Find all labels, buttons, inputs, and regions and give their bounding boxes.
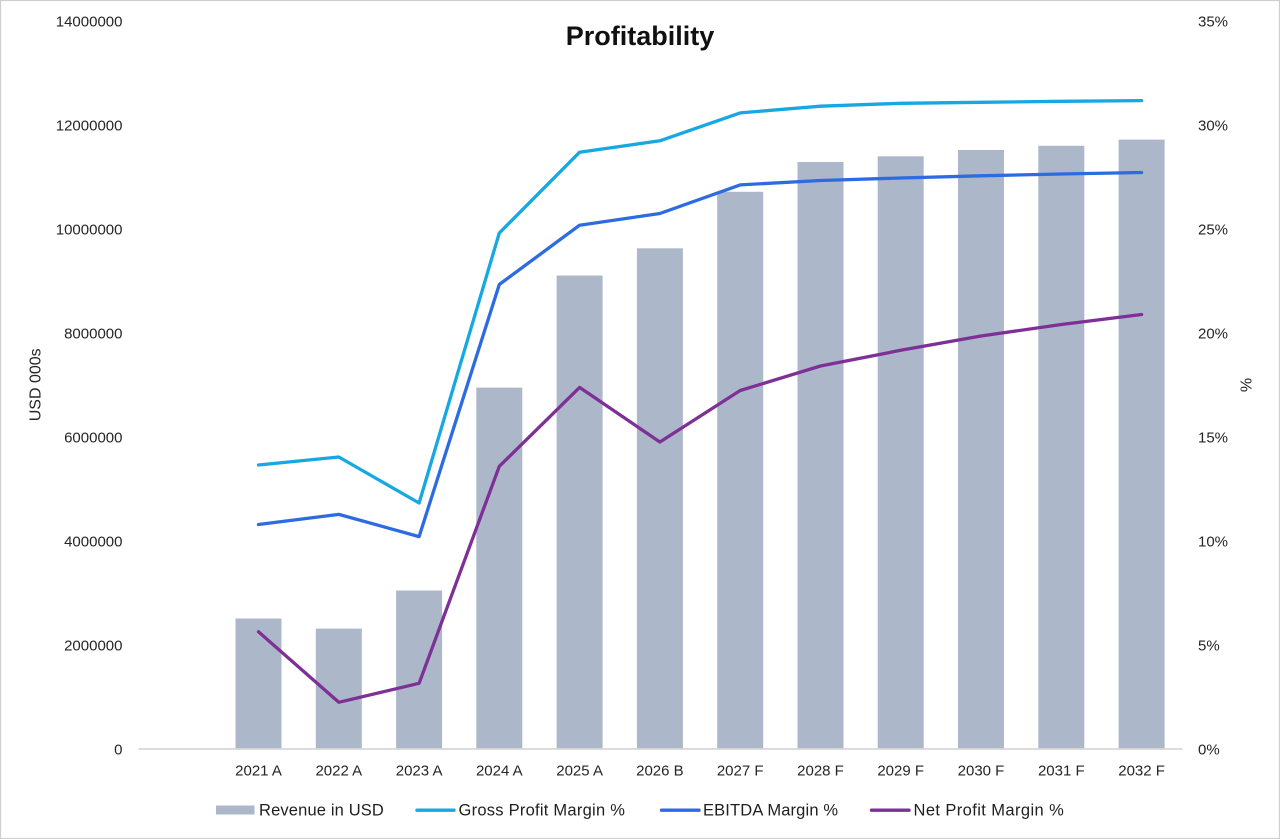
svg-text:2025 A: 2025 A [556, 763, 603, 780]
svg-text:2028 F: 2028 F [797, 763, 844, 780]
svg-text:35%: 35% [1198, 14, 1228, 31]
svg-text:30%: 30% [1198, 118, 1228, 135]
svg-text:2030 F: 2030 F [958, 763, 1005, 780]
svg-text:4000000: 4000000 [64, 534, 122, 551]
svg-text:%: % [1239, 378, 1256, 392]
svg-text:15%: 15% [1198, 430, 1228, 447]
svg-text:20%: 20% [1198, 326, 1228, 343]
svg-text:10%: 10% [1198, 534, 1228, 551]
svg-text:2024 A: 2024 A [476, 763, 523, 780]
svg-text:10000000: 10000000 [56, 222, 123, 239]
svg-text:2023 A: 2023 A [396, 763, 443, 780]
svg-text:12000000: 12000000 [56, 118, 123, 135]
svg-text:8000000: 8000000 [64, 326, 122, 343]
svg-text:0%: 0% [1198, 742, 1220, 759]
svg-text:Gross Profit Margin %: Gross Profit Margin % [459, 802, 626, 820]
svg-text:Net Profit Margin %: Net Profit Margin % [914, 802, 1065, 820]
svg-text:2027 F: 2027 F [717, 763, 764, 780]
svg-text:EBITDA Margin %: EBITDA Margin % [703, 802, 838, 820]
svg-text:2026 B: 2026 B [636, 763, 684, 780]
svg-text:Revenue in USD: Revenue in USD [259, 802, 384, 820]
svg-text:2032 F: 2032 F [1118, 763, 1165, 780]
svg-text:2029 F: 2029 F [877, 763, 924, 780]
svg-text:Profitability: Profitability [566, 21, 715, 51]
svg-text:2022 A: 2022 A [315, 763, 362, 780]
svg-text:USD 000s: USD 000s [28, 348, 45, 421]
svg-text:5%: 5% [1198, 638, 1220, 655]
svg-text:25%: 25% [1198, 222, 1228, 239]
svg-text:2031 F: 2031 F [1038, 763, 1085, 780]
svg-text:2000000: 2000000 [64, 638, 122, 655]
svg-text:0: 0 [114, 742, 122, 759]
svg-text:2021 A: 2021 A [235, 763, 282, 780]
svg-text:6000000: 6000000 [64, 430, 122, 447]
svg-text:14000000: 14000000 [56, 14, 123, 31]
